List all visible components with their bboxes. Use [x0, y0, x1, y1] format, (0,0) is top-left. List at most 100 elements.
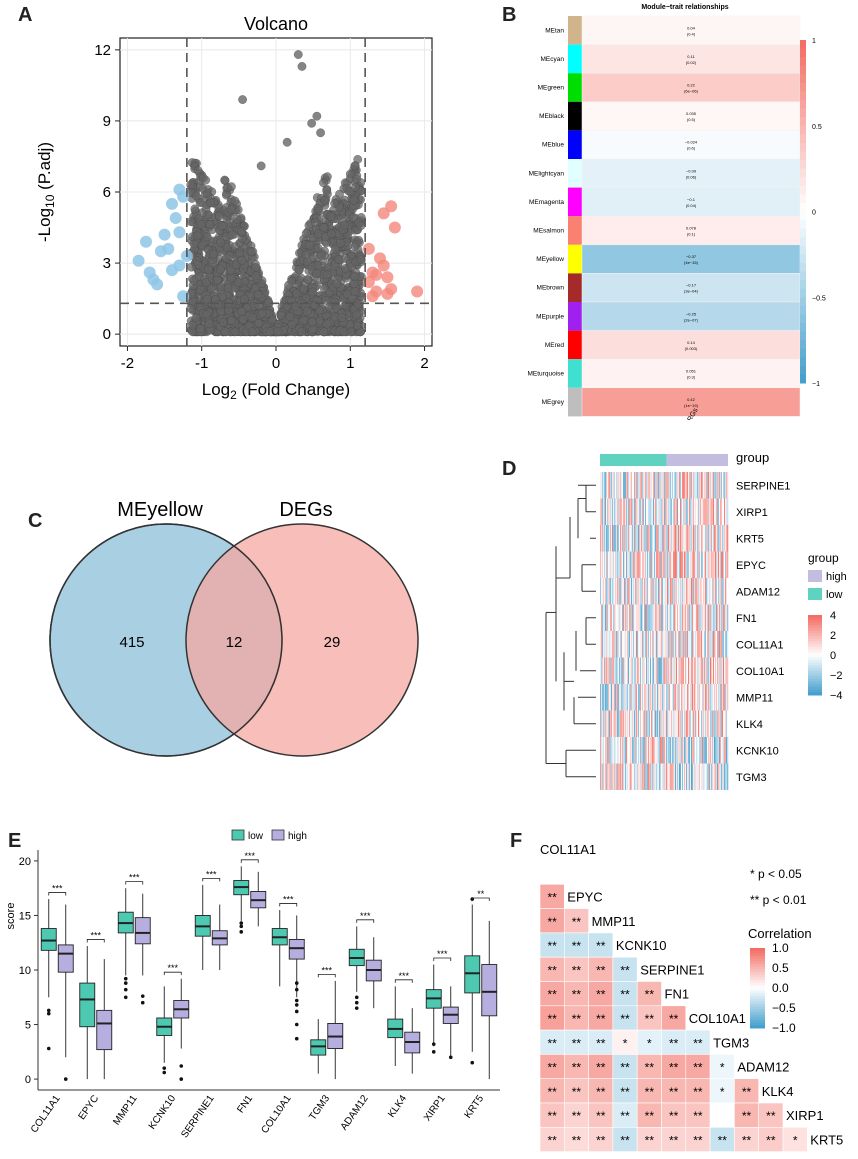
heatmap-cell	[686, 525, 688, 552]
heatmap-cell	[651, 551, 653, 578]
heatmap-cell	[705, 763, 707, 790]
heatmap-cell	[666, 498, 668, 525]
scale-segment	[800, 168, 806, 178]
heatmap-cell	[603, 472, 605, 499]
heatmap-cell	[614, 525, 616, 552]
heatmap-cell	[667, 498, 669, 525]
heatmap-cell	[609, 551, 611, 578]
heatmap-cell	[613, 631, 615, 658]
volcano-point-ns	[356, 255, 366, 265]
heatmap-cell	[659, 684, 661, 711]
heatmap-cell	[681, 498, 683, 525]
volcano-point-ns	[319, 327, 329, 337]
heatmap-cell	[701, 631, 703, 658]
module-label: MEblack	[539, 113, 565, 120]
heatmap-cell	[649, 525, 651, 552]
heatmap-cell	[603, 631, 605, 658]
heatmap-cell	[668, 498, 670, 525]
heatmap-cell	[649, 684, 651, 711]
heatmap-cell	[639, 631, 641, 658]
module-color-swatch	[568, 359, 582, 388]
heatmap-cell	[653, 631, 655, 658]
heatmap-cell	[638, 472, 640, 499]
heatmap-cell	[702, 657, 704, 684]
heatmap-cell	[696, 737, 698, 764]
heatmap-cell	[649, 472, 651, 499]
heatmap-cell	[691, 551, 693, 578]
heatmap-cell	[718, 498, 720, 525]
heatmap-cell	[625, 763, 627, 790]
heatmap-cell	[640, 472, 642, 499]
corr-cell	[539, 1102, 565, 1128]
heatmap-cell	[635, 737, 637, 764]
heatmap-cell	[670, 684, 672, 711]
heatmap-cell	[602, 684, 604, 711]
heatmap-cell	[656, 657, 658, 684]
heatmap-cell	[639, 684, 641, 711]
heatmap-cell	[649, 604, 651, 631]
heatmap-cell	[679, 578, 681, 605]
legend-high-swatch	[808, 570, 822, 582]
heatmap-cell	[602, 578, 604, 605]
heatmap-cell	[648, 525, 650, 552]
heatmap-cell	[622, 604, 624, 631]
volcano-point-ns	[227, 182, 236, 192]
heatmap-cell	[693, 551, 695, 578]
heatmap-cell	[677, 657, 679, 684]
corr-cell	[539, 956, 565, 982]
heatmap-cell	[625, 604, 627, 631]
heatmap-cell	[641, 737, 643, 764]
heatmap-cell	[687, 710, 689, 737]
scale-segment	[808, 668, 822, 672]
heatmap-cell	[708, 551, 710, 578]
heatmap-cell	[613, 525, 615, 552]
heatmap-cell	[636, 472, 638, 499]
heatmap-cell	[669, 631, 671, 658]
corr-significance: **	[596, 1109, 606, 1123]
scale-segment	[750, 990, 765, 994]
heatmap-cell	[702, 551, 704, 578]
volcano-point-ns	[189, 276, 199, 285]
volcano-threshold-lines	[120, 38, 432, 346]
heatmap-cell	[638, 604, 640, 631]
heatmap-cell	[671, 604, 673, 631]
heatmap-cell	[671, 737, 673, 764]
heatmap-cell	[610, 684, 612, 711]
heatmap-cell	[628, 737, 630, 764]
heatmap-cell	[698, 525, 700, 552]
heatmap-cell	[709, 710, 711, 737]
heatmap-cell	[654, 578, 656, 605]
heatmap-cell	[610, 631, 612, 658]
heatmap-cell	[642, 684, 644, 711]
heatmap-cell	[633, 498, 635, 525]
corr-significance: **	[620, 1085, 630, 1099]
heatmap-cell	[674, 710, 676, 737]
heatmap-cell	[716, 684, 718, 711]
heatmap-cell	[680, 551, 682, 578]
corr-cell	[539, 883, 565, 909]
heatmap-scale-tick: −2	[830, 670, 843, 682]
heatmap-cell	[697, 710, 699, 737]
volcano-point-up	[385, 200, 398, 213]
heatmap-cell	[634, 498, 636, 525]
corr-cell	[661, 1078, 687, 1104]
heatmap-cell	[614, 498, 616, 525]
heatmap-cell	[662, 710, 664, 737]
panel-label-b: B	[502, 4, 517, 26]
heatmap-cell	[640, 657, 642, 684]
scale-segment	[800, 365, 806, 375]
heatmap-cell	[697, 498, 699, 525]
heatmap-cell	[633, 631, 635, 658]
scale-segment	[750, 964, 765, 968]
heatmap-cell	[683, 657, 685, 684]
heatmap-cell	[613, 684, 615, 711]
heatmap-cell	[613, 604, 615, 631]
heatmap-cell	[682, 631, 684, 658]
volcano-point-ns	[209, 249, 218, 259]
heatmap-color-scale: 420−2−4	[808, 610, 843, 702]
heatmap-cell	[656, 710, 658, 737]
heatmap-cell	[693, 578, 695, 605]
corr-significance: **	[547, 963, 557, 977]
corr-significance: **	[693, 1085, 703, 1099]
module-trait-pvalue: (0.02)	[686, 60, 697, 65]
